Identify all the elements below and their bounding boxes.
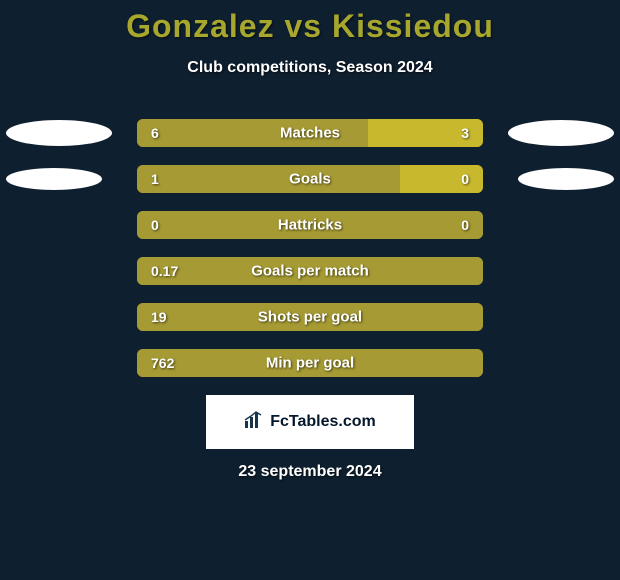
stat-value-left: 19 (151, 309, 167, 325)
stat-row: 1 0 Goals (0, 165, 620, 193)
stat-value-left: 6 (151, 125, 159, 141)
bar-segment-left (137, 165, 400, 193)
footer-brand-box[interactable]: FcTables.com (206, 395, 414, 449)
stat-label: Min per goal (266, 355, 354, 372)
player-ellipse-right (508, 120, 614, 146)
stat-row: 6 3 Matches (0, 119, 620, 147)
stat-label: Matches (280, 125, 340, 142)
stat-label: Goals per match (251, 263, 369, 280)
stat-bar: 6 3 Matches (137, 119, 483, 147)
stat-bar: 1 0 Goals (137, 165, 483, 193)
stat-bar: 0 0 Hattricks (137, 211, 483, 239)
player-ellipse-left (6, 120, 112, 146)
stat-value-left: 762 (151, 355, 174, 371)
stat-value-left: 1 (151, 171, 159, 187)
stat-bar: 19 Shots per goal (137, 303, 483, 331)
stat-bar: 762 Min per goal (137, 349, 483, 377)
stat-row: 0 0 Hattricks (0, 211, 620, 239)
page-title: Gonzalez vs Kissiedou (0, 0, 620, 45)
stat-value-left: 0.17 (151, 263, 178, 279)
stat-value-right: 0 (461, 217, 469, 233)
stats-container: 6 3 Matches 1 0 Goals 0 0 Hattricks 0.17 Goals per… (0, 119, 620, 377)
stat-value-left: 0 (151, 217, 159, 233)
footer-logo: FcTables.com (244, 411, 376, 434)
stat-label: Shots per goal (258, 309, 362, 326)
bar-chart-icon (244, 411, 266, 434)
comparison-card: Gonzalez vs Kissiedou Club competitions,… (0, 0, 620, 580)
stat-value-right: 3 (461, 125, 469, 141)
stat-label: Goals (289, 171, 331, 188)
player-ellipse-left (6, 168, 102, 190)
player-ellipse-right (518, 168, 614, 190)
stat-row: 762 Min per goal (0, 349, 620, 377)
stat-row: 19 Shots per goal (0, 303, 620, 331)
footer-brand-text: FcTables.com (270, 413, 376, 431)
stat-bar: 0.17 Goals per match (137, 257, 483, 285)
date-text: 23 september 2024 (0, 463, 620, 481)
stat-row: 0.17 Goals per match (0, 257, 620, 285)
stat-value-right: 0 (461, 171, 469, 187)
subtitle: Club competitions, Season 2024 (0, 59, 620, 77)
bar-segment-right (400, 165, 483, 193)
stat-label: Hattricks (278, 217, 342, 234)
